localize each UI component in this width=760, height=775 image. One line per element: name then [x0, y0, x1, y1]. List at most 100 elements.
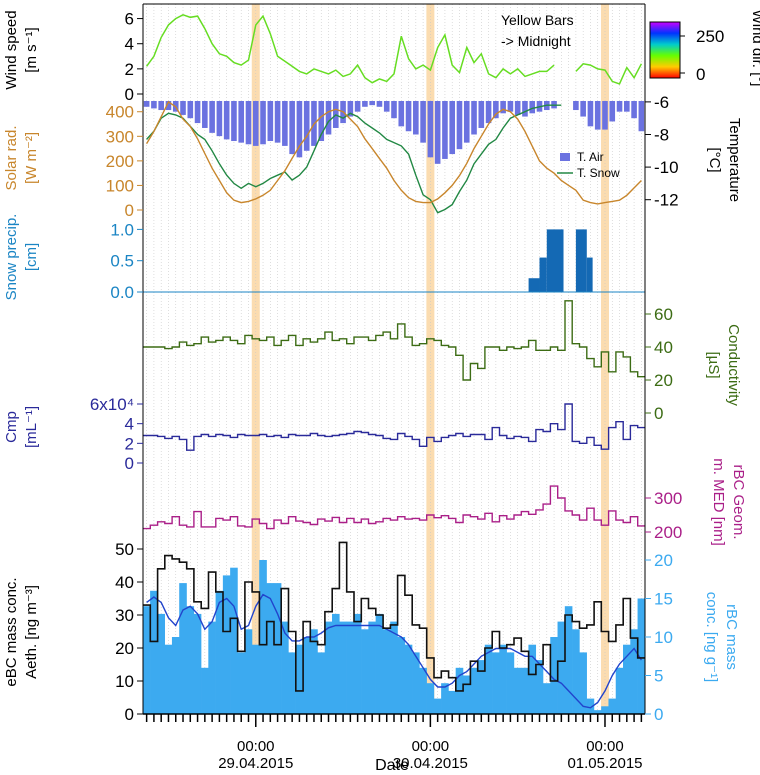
geom-tick-label: 300 — [654, 489, 682, 508]
rbc-mass-bar — [331, 613, 340, 714]
axes: 00:0029.04.201500:0030.04.201500:0001.05… — [3, 3, 747, 772]
rbc-mass-bar — [550, 637, 558, 714]
wind-panel — [145, 13, 643, 85]
air-temp-bar — [478, 101, 485, 128]
rbc-mass-bar — [361, 629, 369, 714]
rbc-mass-bar — [579, 652, 587, 714]
air-temp-bar — [318, 101, 325, 142]
cond-ylabel: Conductivity[µS] — [705, 324, 742, 406]
colorbar-label-0: 0 — [696, 65, 705, 84]
colorbar-label-250: 250 — [696, 27, 724, 46]
aeth-ylabel: eBC mass conc. Aeth. [ng m⁻³] — [3, 577, 40, 686]
air-temp-bar — [594, 101, 601, 130]
wind-dir-colorbar — [649, 21, 681, 79]
cmp-tick-label: 2 — [125, 434, 134, 453]
air-temp-bar — [383, 101, 390, 112]
rbc-mass-bar — [477, 660, 486, 714]
rbc-mass-bar — [572, 629, 580, 714]
precip-bar — [546, 229, 564, 292]
air-temp-bar — [442, 101, 448, 159]
air-temp-bar — [405, 101, 412, 132]
rbc-mass-bar — [382, 629, 391, 714]
rbc-geom-panel — [143, 485, 645, 530]
solar-tick-label: 200 — [106, 152, 134, 171]
air-temp-bar — [471, 101, 477, 135]
colorbar-axis-label: Wind dir. [°] — [749, 10, 760, 87]
aeth-ylabel-line2: Aeth. [ng m⁻³] — [23, 585, 40, 679]
rbc-mass-bar — [222, 575, 231, 714]
cond-tick-label: 0 — [654, 404, 663, 423]
rbc-mass-bar — [266, 583, 275, 714]
temp-ylabel: Temperature[°C] — [706, 118, 743, 202]
air-temp-bar — [209, 101, 215, 133]
midnight-band-0 — [251, 4, 260, 714]
rbc-mass-bar — [404, 644, 413, 714]
air-temp-bar — [616, 101, 623, 112]
cond-tick-label: 40 — [654, 338, 673, 357]
wind-ylabel: Wind speed [m s⁻¹] — [3, 10, 40, 89]
precip-tick-label: 0.5 — [110, 252, 134, 271]
rbc-smooth-line — [146, 593, 642, 709]
annotation-line1: Yellow Bars — [501, 12, 574, 28]
solar-ylabel-line2: [W m⁻²] — [23, 132, 40, 184]
cmp-ylabel: Cmp [mL⁻¹] — [3, 406, 40, 448]
air-temp-bar — [463, 101, 470, 143]
temp-tick-label: -6 — [654, 93, 669, 112]
rbc-mass-bar — [186, 606, 195, 714]
aeth-tick-label: 30 — [115, 606, 134, 625]
precip-ylabel-line2: [cm] — [23, 243, 40, 271]
precip-bar — [575, 229, 587, 292]
rbc-mass-bar — [637, 598, 646, 714]
solar-ylabel-line1: Solar rad. — [3, 125, 20, 190]
rbc-tick-label: 20 — [654, 551, 673, 570]
geom-tick-label: 200 — [654, 523, 682, 542]
rbc-mass-bar — [215, 590, 224, 714]
air-temp-bar — [529, 101, 536, 114]
solar-rad-line — [145, 100, 642, 205]
aeth-tick-label: 10 — [115, 672, 134, 691]
rbc-mass-bar — [419, 667, 427, 714]
rbc-mass-bar — [281, 621, 289, 714]
rbc-mass-bar — [324, 621, 333, 714]
rbc-mass-bar — [346, 621, 355, 714]
aeth-line — [143, 541, 645, 692]
air-temp-bar — [391, 101, 397, 119]
precip-ylabel-line1: Snow precip. — [3, 214, 20, 301]
rbc-mass-bar — [513, 667, 522, 714]
air-temp-bar — [449, 101, 456, 155]
legend-t-snow: T. Snow — [577, 166, 620, 180]
temp-tick-label: -10 — [654, 158, 679, 177]
rbc-mass-bar — [302, 637, 311, 714]
precip-ylabel: Snow precip. [cm] — [3, 214, 40, 301]
temperature-panel — [143, 100, 645, 214]
cond-tick-label: 60 — [654, 305, 673, 324]
wind-tick-label: 4 — [125, 35, 134, 54]
rbc-mass-bar — [201, 667, 209, 714]
air-temp-bar — [158, 101, 164, 111]
precip-bar — [528, 278, 540, 292]
precip-bar — [539, 257, 547, 292]
cond-ylabel-line1: Conductivity — [725, 324, 742, 406]
legend-t-air: T. Air — [577, 150, 604, 164]
rbc-mass-bar — [142, 606, 151, 714]
rbc-mass-bar — [295, 644, 304, 714]
aeth-tick-label: 50 — [115, 540, 134, 559]
air-temp-bar — [507, 101, 514, 112]
air-temp-bar — [289, 101, 295, 155]
air-temp-bar — [573, 101, 579, 111]
rbc-mass-bar — [179, 583, 187, 714]
rbc-mass-bar — [615, 667, 624, 714]
wind-tick-label: 6 — [125, 10, 134, 29]
air-temp-bar — [514, 101, 521, 115]
snow-precip-panel — [143, 229, 645, 293]
rbc-mass-bar — [171, 637, 180, 714]
midnight-band-1 — [426, 4, 435, 714]
air-temp-bar — [427, 101, 434, 158]
rbc-geom-line — [143, 485, 645, 530]
air-temp-bar — [231, 101, 237, 142]
air-temp-bar — [434, 101, 441, 164]
air-temp-bar — [245, 101, 252, 145]
vertical-gridlines — [146, 4, 642, 714]
rbc-mass-bar — [317, 652, 326, 714]
